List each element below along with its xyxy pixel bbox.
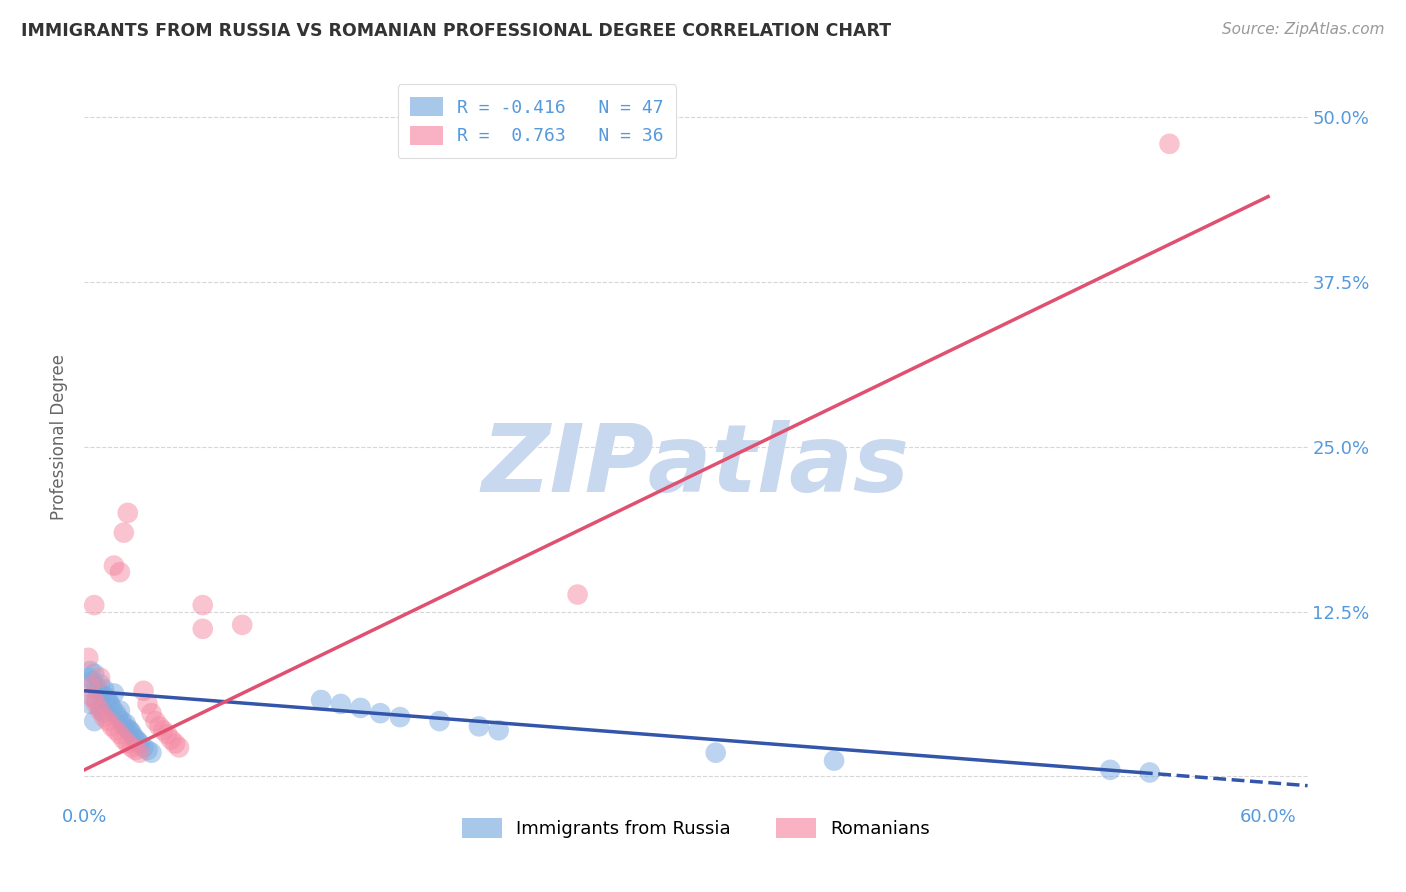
Point — [89, 704, 111, 718]
Point — [191, 622, 214, 636]
Point — [79, 680, 101, 694]
Point — [108, 565, 131, 579]
Point — [84, 697, 107, 711]
Legend: Immigrants from Russia, Romanians: Immigrants from Russia, Romanians — [454, 811, 938, 845]
Point — [191, 598, 214, 612]
Point — [114, 716, 136, 731]
Point — [141, 746, 163, 760]
Point — [117, 737, 139, 751]
Point — [121, 740, 143, 755]
Point — [77, 671, 100, 685]
Point — [823, 754, 845, 768]
Point — [389, 710, 412, 724]
Y-axis label: Professional Degree: Professional Degree — [51, 354, 69, 520]
Point — [152, 723, 174, 738]
Point — [136, 743, 159, 757]
Point — [132, 740, 155, 755]
Point — [128, 737, 150, 751]
Point — [368, 706, 391, 721]
Point — [124, 743, 146, 757]
Point — [83, 714, 105, 728]
Point — [1099, 763, 1122, 777]
Point — [101, 719, 124, 733]
Point — [82, 674, 104, 689]
Point — [89, 677, 111, 691]
Point — [429, 714, 451, 728]
Point — [121, 726, 143, 740]
Point — [101, 701, 124, 715]
Point — [97, 714, 120, 728]
Point — [122, 730, 145, 744]
Point — [145, 714, 167, 728]
Point — [107, 710, 129, 724]
Point — [104, 706, 127, 721]
Point — [103, 686, 125, 700]
Point — [1159, 136, 1181, 151]
Point — [104, 723, 127, 738]
Point — [84, 693, 107, 707]
Point — [141, 706, 163, 721]
Point — [112, 732, 135, 747]
Point — [108, 704, 131, 718]
Point — [117, 506, 139, 520]
Text: ZIPatlas: ZIPatlas — [482, 420, 910, 512]
Point — [124, 732, 146, 747]
Point — [87, 683, 110, 698]
Point — [83, 598, 105, 612]
Point — [84, 680, 107, 694]
Point — [89, 671, 111, 685]
Point — [567, 588, 589, 602]
Point — [132, 683, 155, 698]
Point — [165, 737, 187, 751]
Point — [117, 722, 139, 736]
Point — [118, 723, 141, 738]
Point — [93, 682, 115, 697]
Point — [112, 525, 135, 540]
Point — [103, 558, 125, 573]
Point — [704, 746, 727, 760]
Point — [79, 664, 101, 678]
Point — [89, 701, 111, 715]
Point — [1139, 765, 1161, 780]
Point — [127, 734, 149, 748]
Point — [468, 719, 491, 733]
Point — [160, 732, 183, 747]
Point — [79, 697, 101, 711]
Point — [93, 706, 115, 721]
Point — [77, 650, 100, 665]
Point — [83, 666, 105, 681]
Point — [97, 693, 120, 707]
Point — [488, 723, 510, 738]
Point — [82, 690, 104, 705]
Point — [128, 746, 150, 760]
Point — [91, 688, 114, 702]
Point — [349, 701, 371, 715]
Point — [94, 690, 117, 705]
Point — [309, 693, 332, 707]
Point — [111, 714, 134, 728]
Point — [156, 727, 179, 741]
Point — [98, 697, 121, 711]
Point — [93, 710, 115, 724]
Text: Source: ZipAtlas.com: Source: ZipAtlas.com — [1222, 22, 1385, 37]
Point — [108, 727, 131, 741]
Text: IMMIGRANTS FROM RUSSIA VS ROMANIAN PROFESSIONAL DEGREE CORRELATION CHART: IMMIGRANTS FROM RUSSIA VS ROMANIAN PROFE… — [21, 22, 891, 40]
Point — [148, 719, 170, 733]
Point — [136, 697, 159, 711]
Point — [112, 719, 135, 733]
Point — [329, 697, 352, 711]
Point — [167, 740, 190, 755]
Point — [231, 618, 253, 632]
